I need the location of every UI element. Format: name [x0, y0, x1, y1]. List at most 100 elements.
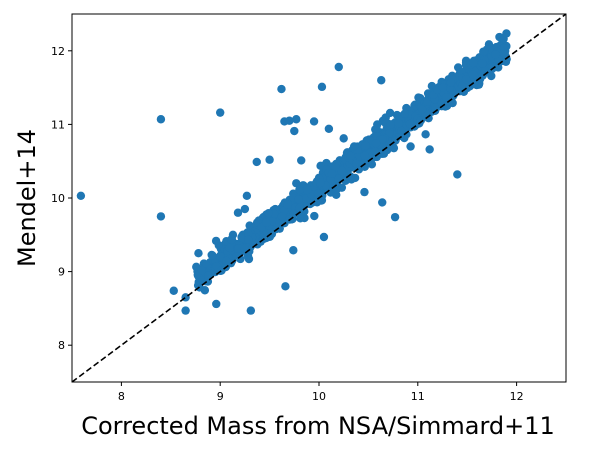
data-point: [324, 124, 334, 134]
data-point: [442, 101, 452, 111]
data-point: [446, 78, 455, 87]
data-point: [316, 178, 325, 188]
data-point: [317, 82, 327, 92]
data-point: [386, 120, 396, 129]
data-point: [208, 251, 217, 260]
data-point: [360, 187, 369, 197]
data-point: [309, 117, 319, 126]
data-point: [372, 124, 381, 134]
data-point: [425, 145, 434, 154]
data-point: [337, 166, 347, 176]
data-point: [296, 214, 305, 223]
data-point: [442, 93, 451, 102]
data-point: [487, 71, 496, 81]
data-point: [290, 126, 299, 136]
data-point: [397, 126, 406, 136]
data-point: [331, 163, 340, 172]
data-point: [294, 195, 303, 204]
data-point: [378, 198, 387, 207]
data-point: [385, 108, 395, 118]
data-point: [262, 218, 271, 227]
data-point: [265, 155, 274, 164]
data-point: [339, 134, 348, 143]
data-point: [295, 185, 304, 195]
data-point: [371, 139, 381, 148]
data-point: [346, 151, 356, 161]
data-point: [378, 134, 387, 144]
data-point: [361, 141, 370, 150]
data-point: [327, 169, 337, 179]
data-point: [349, 142, 359, 151]
data-point: [216, 252, 226, 261]
data-point: [244, 254, 254, 264]
x-tick-label: 10: [312, 390, 326, 403]
data-point: [265, 232, 275, 242]
data-point: [417, 105, 427, 114]
y-tick-label: 8: [58, 339, 65, 352]
data-point: [225, 243, 234, 253]
data-point: [319, 232, 329, 242]
data-point: [502, 29, 511, 38]
data-point: [227, 235, 236, 244]
y-tick-label: 11: [51, 118, 65, 131]
data-point: [242, 191, 252, 200]
data-point: [461, 75, 471, 84]
data-point: [246, 306, 256, 315]
x-tick-label: 11: [411, 390, 425, 403]
data-point: [370, 147, 380, 156]
data-point: [169, 286, 178, 295]
x-tick-label: 9: [217, 390, 224, 403]
data-point: [360, 151, 370, 160]
data-point: [400, 109, 409, 118]
data-point: [264, 208, 273, 218]
data-point: [438, 83, 448, 92]
data-point: [283, 200, 292, 209]
data-point: [222, 256, 231, 266]
data-point: [313, 189, 323, 198]
data-point: [252, 157, 261, 167]
data-point: [406, 142, 415, 151]
data-point: [268, 217, 277, 226]
data-point: [292, 115, 301, 124]
data-point: [295, 203, 304, 212]
data-point: [377, 76, 386, 85]
data-point: [156, 115, 166, 124]
data-point: [216, 108, 225, 117]
data-point: [453, 170, 462, 179]
data-point: [478, 59, 487, 68]
data-point: [244, 229, 253, 238]
data-point: [240, 204, 250, 214]
data-point: [302, 185, 312, 195]
data-point: [212, 299, 221, 309]
data-point: [234, 244, 243, 253]
data-point: [421, 130, 430, 139]
data-point: [289, 246, 298, 255]
data-point: [491, 50, 500, 59]
y-tick-label: 10: [51, 192, 65, 205]
data-point: [194, 249, 203, 258]
y-tick-label: 9: [58, 266, 65, 279]
points-layer: [76, 29, 511, 315]
data-point: [211, 236, 221, 246]
data-point: [310, 211, 319, 221]
data-point: [236, 254, 245, 264]
data-point: [285, 116, 294, 125]
data-point: [394, 119, 403, 128]
data-point: [297, 156, 306, 165]
data-point: [277, 212, 287, 221]
x-tick-label: 8: [118, 390, 125, 403]
data-point: [416, 116, 426, 125]
x-tick-label: 12: [510, 390, 524, 403]
data-point: [316, 161, 325, 171]
data-point: [292, 179, 301, 188]
data-point: [197, 266, 206, 275]
data-point: [76, 191, 86, 200]
data-point: [281, 282, 290, 291]
data-point: [156, 212, 166, 221]
data-point: [332, 184, 341, 194]
ticks-layer: 8 9 10 11 12 8 9 10 11 12: [51, 45, 524, 403]
data-point: [277, 84, 286, 94]
y-axis-title: Mendel+14: [13, 129, 41, 267]
data-point: [334, 62, 343, 72]
